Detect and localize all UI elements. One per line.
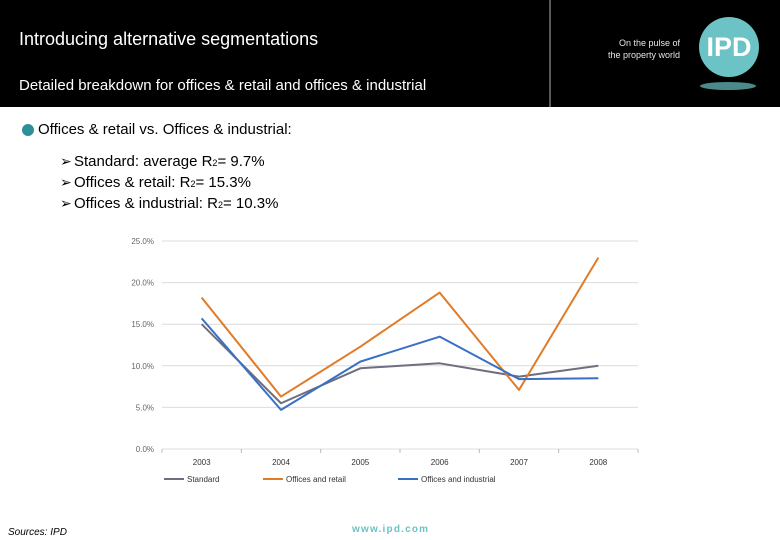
header-bar: Introducing alternative segmentations De… [0, 0, 780, 107]
tagline-line-1: On the pulse of [618, 38, 680, 48]
arrow-icon: ➢ [60, 153, 72, 169]
y-tick-label: 0.0% [136, 445, 154, 454]
legend-label: Standard [187, 475, 219, 484]
tagline-line-2: the property world [607, 50, 680, 60]
line-chart: 25.0% 20.0% 15.0% 10.0% 5.0% 0.0% 2003 2004 2005… [131, 237, 639, 484]
main-bullet: Offices & retail vs. Offices & industria… [22, 121, 292, 138]
y-tick-label: 20.0% [131, 279, 154, 288]
y-tick-label: 5.0% [136, 403, 154, 412]
logo-text: IPD [706, 31, 752, 62]
sub-bullet-suffix: = 10.3% [222, 195, 279, 212]
y-tick-label: 15.0% [131, 320, 154, 329]
sub-bullet-prefix: Standard: average R [74, 153, 213, 170]
header-divider [549, 0, 551, 107]
series-line-offices-and-retail [200, 257, 600, 398]
legend-label: Offices and industrial [421, 475, 496, 484]
series-line-offices-and-industrial [200, 317, 599, 411]
x-tick-label: 2003 [193, 458, 211, 467]
bullet-dot-icon [22, 123, 34, 136]
series-line-standard [200, 323, 599, 405]
x-tick-label: 2005 [351, 458, 369, 467]
x-tick-label: 2007 [510, 458, 528, 467]
main-bullet-text: Offices & retail vs. Offices & industria… [38, 121, 292, 138]
y-tick-label: 10.0% [131, 362, 154, 371]
x-tick-label: 2008 [589, 458, 607, 467]
page-subtitle: Detailed breakdown for offices & retail … [19, 77, 427, 94]
footer-url: www.ipd.com [352, 524, 430, 535]
tagline: On the pulse of the property world [582, 37, 680, 61]
sub-bullet-suffix: = 9.7% [217, 153, 265, 170]
page-title: Introducing alternative segmentations [19, 29, 319, 49]
logo-reflection [700, 82, 756, 90]
arrow-icon: ➢ [60, 174, 72, 190]
arrow-icon: ➢ [60, 195, 72, 211]
ipd-logo: IPD [699, 17, 759, 77]
sources-note: Sources: IPD [8, 527, 67, 538]
legend-label: Offices and retail [286, 475, 346, 484]
sub-bullet-suffix: = 15.3% [195, 174, 251, 191]
sub-bullet-prefix: Offices & industrial: R [74, 195, 218, 212]
y-tick-label: 25.0% [131, 237, 154, 246]
x-tick-label: 2006 [431, 458, 449, 467]
x-tick-label: 2004 [272, 458, 290, 467]
sub-bullet-prefix: Offices & retail: R [74, 174, 191, 191]
